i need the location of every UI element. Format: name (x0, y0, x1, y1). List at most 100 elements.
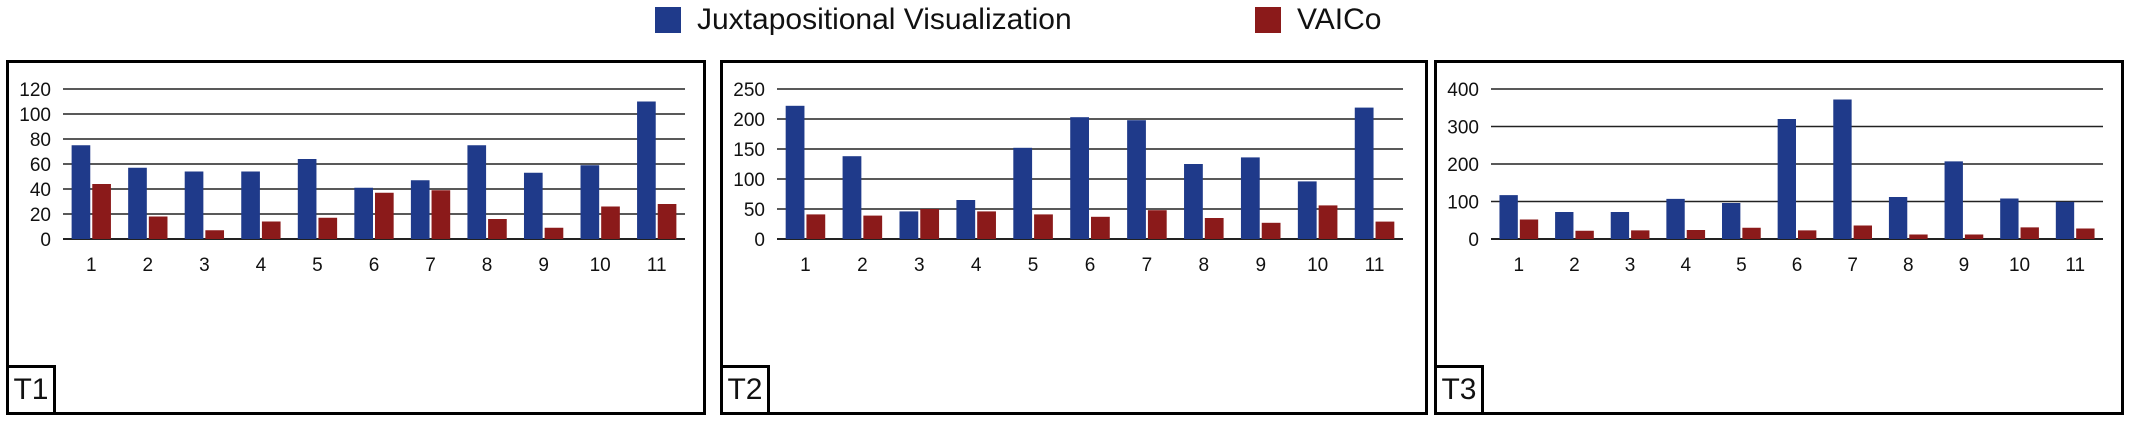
bar-juxtapositional (1610, 212, 1630, 239)
x-tick-label: 3 (1625, 255, 1636, 276)
x-tick-label: 1 (1514, 255, 1525, 276)
x-tick-label: 8 (1903, 255, 1914, 276)
x-tick-label: 11 (2065, 255, 2085, 276)
bar-juxtapositional (1013, 147, 1033, 239)
bar-juxtapositional (1297, 181, 1317, 239)
bar-vaico (1964, 234, 1984, 239)
bar-juxtapositional (1777, 119, 1796, 239)
bar-vaico (1318, 205, 1338, 239)
bar-juxtapositional (842, 156, 862, 239)
bar-juxtapositional (1666, 198, 1685, 239)
bar-juxtapositional (1499, 195, 1518, 239)
x-tick-label: 3 (914, 255, 925, 276)
bar-juxtapositional (1184, 164, 1203, 239)
bar-juxtapositional (184, 171, 204, 239)
x-tick-label: 5 (312, 255, 323, 276)
bar-vaico (261, 221, 281, 239)
legend-label-juxtapositional: Juxtapositional Visualization (697, 3, 1072, 36)
legend-swatch-juxtapositional (655, 7, 681, 33)
x-tick-label: 2 (857, 255, 868, 276)
bar-vaico (1575, 230, 1594, 239)
bar-juxtapositional (899, 211, 919, 239)
bar-vaico (657, 204, 677, 239)
bar-juxtapositional (580, 165, 600, 239)
bar-vaico (1261, 222, 1281, 239)
bar-juxtapositional (467, 145, 487, 239)
x-tick-label: 10 (2009, 255, 2030, 276)
x-tick-label: 6 (1792, 255, 1803, 276)
y-tick-label: 100 (19, 105, 51, 126)
chart-panel-t1: 0 20 40 60 80 100 120 1 2 3 4 5 6 7 8 9 10 11 T1 (6, 60, 706, 415)
x-tick-label: 5 (1736, 255, 1747, 276)
x-tick-label: 11 (1365, 255, 1385, 276)
panel-tag-t1: T1 (6, 365, 56, 415)
bar-juxtapositional (1127, 120, 1146, 239)
bar-vaico (1909, 234, 1928, 239)
y-tick-label: 0 (1468, 230, 1479, 251)
bar-vaico (488, 219, 507, 239)
bar-vaico (1742, 227, 1761, 239)
x-tick-label: 8 (1199, 255, 1210, 276)
x-tick-label: 2 (143, 255, 154, 276)
bar-vaico (431, 190, 451, 239)
y-tick-label: 20 (30, 205, 51, 226)
legend-item-vaico: VAICo (1255, 3, 1382, 36)
chart-panel-t2: 0 50 100 150 200 250 1 2 3 4 5 6 7 8 9 10 11 T2 (720, 60, 1428, 415)
bar-juxtapositional (297, 159, 317, 239)
bar-juxtapositional (410, 180, 430, 239)
x-tick-label: 1 (86, 255, 97, 276)
bar-juxtapositional (523, 172, 543, 239)
bar-vaico (920, 209, 940, 239)
chart-legend: Juxtapositional Visualization VAICo (0, 0, 2132, 40)
bar-vaico (1091, 216, 1110, 239)
bar-vaico (1204, 218, 1224, 239)
bar-vaico (544, 227, 564, 239)
x-tick-label: 3 (199, 255, 210, 276)
x-tick-label: 8 (482, 255, 493, 276)
bar-juxtapositional (1888, 197, 1908, 239)
y-tick-label: 80 (30, 130, 51, 151)
legend-label-vaico: VAICo (1297, 3, 1382, 36)
bar-juxtapositional (1070, 117, 1089, 239)
bar-juxtapositional (785, 105, 805, 239)
bar-juxtapositional (71, 145, 91, 239)
y-tick-label: 150 (733, 140, 765, 161)
bar-juxtapositional (128, 167, 147, 239)
y-tick-label: 0 (754, 230, 765, 251)
y-tick-label: 100 (733, 170, 765, 191)
x-tick-label: 4 (1680, 255, 1691, 276)
x-tick-label: 2 (1569, 255, 1580, 276)
chart-t2-plot: 0 50 100 150 200 250 1 2 3 4 5 6 7 8 9 10 11 (733, 80, 1403, 276)
bar-juxtapositional (1555, 212, 1574, 239)
x-tick-label: 6 (1085, 255, 1096, 276)
bar-vaico (1147, 210, 1167, 239)
bar-juxtapositional (1944, 161, 1963, 239)
chart-t1-plot: 0 20 40 60 80 100 120 1 2 3 4 5 6 7 8 9 10 11 (19, 80, 685, 276)
chart-t3-plot: 0 100 200 300 400 1 2 3 4 5 6 7 8 9 10 11 (1447, 80, 2103, 276)
bar-vaico (1519, 219, 1539, 239)
bar-vaico (1798, 230, 1817, 239)
bar-juxtapositional (1240, 157, 1260, 239)
bar-juxtapositional (2000, 198, 2019, 239)
y-tick-label: 120 (19, 80, 51, 101)
bar-vaico (1631, 230, 1650, 239)
bar-vaico (2020, 227, 2039, 239)
bar-vaico (1686, 230, 1706, 239)
bar-vaico (205, 230, 225, 239)
x-tick-label: 4 (971, 255, 982, 276)
y-tick-label: 50 (744, 200, 765, 221)
bar-vaico (1375, 221, 1395, 239)
y-tick-label: 100 (1447, 193, 1479, 214)
chart-panel-t3: 0 100 200 300 400 1 2 3 4 5 6 7 8 9 10 11 T3 (1434, 60, 2124, 415)
x-tick-label: 7 (425, 255, 436, 276)
y-tick-label: 200 (733, 110, 765, 131)
bar-vaico (977, 211, 996, 239)
y-tick-label: 250 (733, 80, 765, 101)
y-tick-label: 200 (1447, 155, 1479, 176)
bar-vaico (318, 217, 338, 239)
bar-juxtapositional (956, 200, 976, 239)
bar-juxtapositional (354, 187, 373, 239)
bar-vaico (92, 184, 111, 239)
legend-swatch-vaico (1255, 7, 1281, 33)
y-tick-label: 400 (1447, 80, 1479, 101)
